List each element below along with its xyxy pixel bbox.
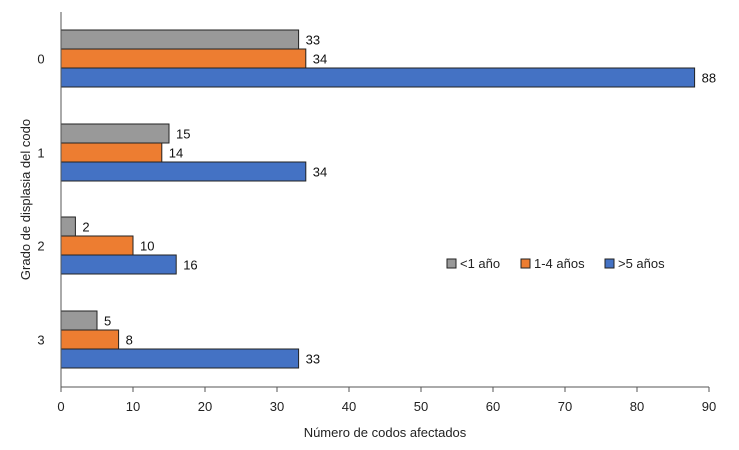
y-tick-label: 2 bbox=[37, 239, 44, 254]
data-label: 10 bbox=[140, 239, 154, 254]
bar-grade-2-series-3 bbox=[60, 254, 177, 275]
bar-grade-3-series-3 bbox=[60, 348, 300, 369]
bar-grade-3-series-1 bbox=[60, 310, 98, 331]
y-tick-label: 0 bbox=[37, 52, 44, 67]
data-label: 8 bbox=[126, 333, 133, 348]
legend-swatch bbox=[604, 258, 615, 269]
data-label: 14 bbox=[169, 146, 183, 161]
data-labels-group: 33 34 88 15 14 34 2 10 16 58 33 bbox=[82, 33, 716, 367]
legend-label: >5 años bbox=[618, 256, 665, 271]
data-label: 16 bbox=[183, 258, 197, 273]
x-tick-label: 40 bbox=[342, 399, 356, 414]
bar-grade-0-series-2 bbox=[60, 48, 307, 69]
x-axis-title: Número de codos afectados bbox=[304, 425, 467, 440]
legend-label: <1 año bbox=[460, 256, 500, 271]
bar-grade-0-series-3 bbox=[60, 67, 696, 88]
x-tick-label: 50 bbox=[414, 399, 428, 414]
x-tick-label: 30 bbox=[270, 399, 284, 414]
bar-grade-1-series-3 bbox=[60, 161, 307, 182]
bar-grade-1-series-2 bbox=[60, 142, 163, 163]
y-tick-label: 1 bbox=[37, 146, 44, 161]
data-label: 34 bbox=[313, 165, 327, 180]
y-tick-label: 3 bbox=[37, 333, 44, 348]
legend: <1 año 1-4 años >5 años bbox=[446, 256, 665, 271]
x-tick-label: 60 bbox=[486, 399, 500, 414]
x-tick-label: 70 bbox=[558, 399, 572, 414]
x-tick-label: 10 bbox=[126, 399, 140, 414]
bar-grade-1-series-1 bbox=[60, 123, 170, 144]
x-tick-label: 0 bbox=[57, 399, 64, 414]
data-label: 33 bbox=[306, 33, 320, 48]
bars-group bbox=[60, 29, 696, 369]
legend-swatch bbox=[520, 258, 531, 269]
data-label: 15 bbox=[176, 127, 190, 142]
data-label: 2 bbox=[82, 220, 89, 235]
data-label: 34 bbox=[313, 52, 327, 67]
legend-label: 1-4 años bbox=[534, 256, 585, 271]
x-tick-label: 20 bbox=[198, 399, 212, 414]
legend-swatch bbox=[446, 258, 457, 269]
y-axis-ticks: 0 1 2 3 bbox=[37, 52, 44, 348]
x-tick-label: 80 bbox=[630, 399, 644, 414]
bar-grade-3-series-2 bbox=[60, 329, 120, 350]
bar-grade-0-series-1 bbox=[60, 29, 300, 50]
bar-grade-2-series-2 bbox=[60, 235, 134, 256]
y-axis-title: Grado de displasia del codo bbox=[18, 119, 33, 280]
x-axis-ticks: 0 10 20 30 40 50 60 70 80 90 bbox=[57, 387, 716, 414]
data-label: 88 bbox=[702, 71, 716, 86]
bar-grade-2-series-1 bbox=[60, 216, 76, 237]
x-tick-label: 90 bbox=[702, 399, 716, 414]
data-label: 5 bbox=[104, 314, 111, 329]
data-label: 33 bbox=[306, 352, 320, 367]
